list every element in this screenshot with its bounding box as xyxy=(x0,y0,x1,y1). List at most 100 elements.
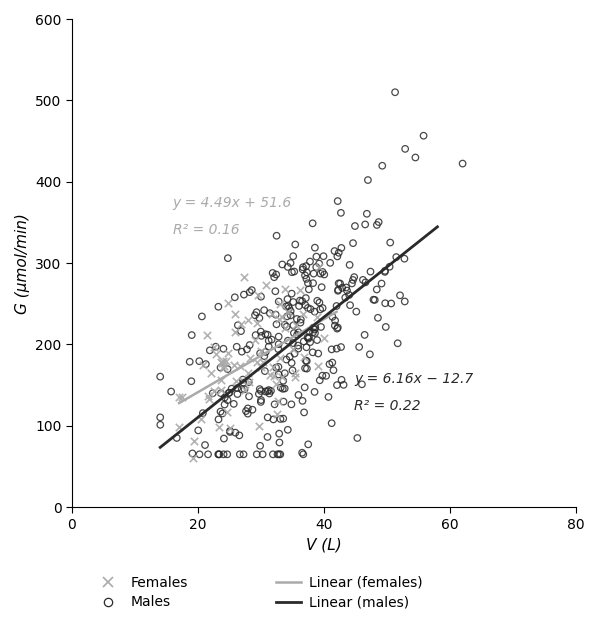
Point xyxy=(262,280,271,290)
Point xyxy=(373,313,383,323)
Point xyxy=(240,384,250,394)
Point xyxy=(284,303,294,313)
Point xyxy=(372,220,382,230)
Point xyxy=(209,342,219,353)
Point xyxy=(344,290,354,300)
Point xyxy=(281,354,291,365)
Point xyxy=(325,359,334,369)
Point xyxy=(377,160,387,171)
Point xyxy=(268,268,277,278)
Point xyxy=(275,299,285,309)
Point xyxy=(286,306,295,316)
Point xyxy=(193,425,203,436)
Point xyxy=(302,268,312,278)
Point xyxy=(211,342,221,352)
Point xyxy=(361,219,370,230)
Point xyxy=(332,251,342,261)
Point xyxy=(349,272,359,282)
Point xyxy=(309,269,319,279)
Point xyxy=(256,348,265,358)
Point xyxy=(256,395,266,405)
Point xyxy=(271,363,281,373)
Point xyxy=(279,396,289,406)
Point xyxy=(211,349,220,359)
Point xyxy=(241,385,250,395)
Point xyxy=(245,353,254,363)
Point xyxy=(241,406,251,416)
Point xyxy=(283,335,293,346)
Point xyxy=(299,337,308,347)
Point xyxy=(269,272,279,282)
Point xyxy=(268,450,278,460)
Point xyxy=(374,217,383,227)
Point xyxy=(310,323,320,333)
Point xyxy=(316,269,325,279)
Point xyxy=(236,361,245,372)
Point xyxy=(385,238,395,248)
Point xyxy=(313,361,323,371)
Point xyxy=(334,248,344,258)
Point xyxy=(286,258,295,268)
Point xyxy=(305,327,314,337)
Point xyxy=(270,399,280,410)
Point xyxy=(267,335,277,345)
Point xyxy=(224,387,234,398)
Point xyxy=(327,344,337,354)
Point xyxy=(263,330,272,340)
Point xyxy=(400,297,410,307)
Point xyxy=(256,386,266,396)
Point xyxy=(278,384,287,394)
Point xyxy=(301,293,311,303)
Point xyxy=(311,262,321,272)
Point xyxy=(269,362,278,372)
Point xyxy=(310,307,319,317)
Point xyxy=(256,397,266,407)
Point xyxy=(256,441,265,451)
Point xyxy=(301,356,311,366)
Point xyxy=(224,347,233,358)
Point xyxy=(247,285,257,295)
Point xyxy=(278,413,288,424)
Point xyxy=(289,251,298,261)
Point xyxy=(286,310,295,320)
Point xyxy=(458,158,467,169)
Point xyxy=(282,321,292,332)
Point xyxy=(264,335,274,346)
Point xyxy=(196,414,206,424)
Point xyxy=(303,278,313,288)
Point xyxy=(155,412,165,422)
Point xyxy=(350,221,360,231)
Point xyxy=(203,450,213,460)
Point xyxy=(188,453,197,463)
Point xyxy=(332,323,342,333)
Point xyxy=(328,312,337,322)
Point xyxy=(368,295,378,305)
Point xyxy=(337,243,346,253)
Point xyxy=(238,375,248,385)
Point xyxy=(223,364,232,374)
Point xyxy=(236,326,246,336)
Point xyxy=(257,331,266,341)
Point xyxy=(230,327,239,337)
Point xyxy=(259,356,268,366)
Point xyxy=(290,372,300,382)
Point xyxy=(299,352,308,362)
Point xyxy=(272,379,281,389)
Point xyxy=(348,275,358,285)
Point xyxy=(303,303,313,313)
Point xyxy=(216,384,226,394)
Text: R² = 0.22: R² = 0.22 xyxy=(354,399,421,413)
Point xyxy=(194,356,204,366)
Point xyxy=(264,342,274,352)
Point xyxy=(275,450,285,460)
Point xyxy=(281,323,290,333)
Point xyxy=(302,356,311,366)
Point xyxy=(395,290,405,301)
Point xyxy=(332,344,341,354)
Point xyxy=(274,370,283,380)
Point xyxy=(287,358,296,368)
Point xyxy=(259,351,269,361)
Point xyxy=(281,301,291,311)
Point xyxy=(265,308,275,318)
Point xyxy=(296,314,305,325)
